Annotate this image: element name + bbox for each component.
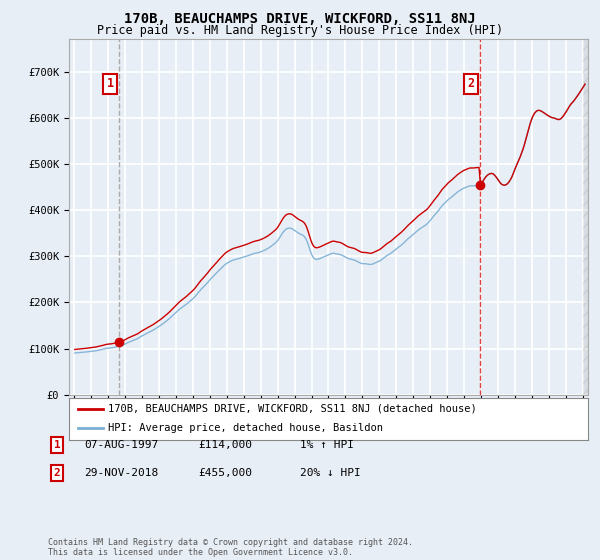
Text: 1% ↑ HPI: 1% ↑ HPI [300, 440, 354, 450]
Text: 1: 1 [107, 77, 113, 90]
Text: Price paid vs. HM Land Registry's House Price Index (HPI): Price paid vs. HM Land Registry's House … [97, 24, 503, 36]
Text: 07-AUG-1997: 07-AUG-1997 [84, 440, 158, 450]
Text: Contains HM Land Registry data © Crown copyright and database right 2024.
This d: Contains HM Land Registry data © Crown c… [48, 538, 413, 557]
Text: 170B, BEAUCHAMPS DRIVE, WICKFORD, SS11 8NJ (detached house): 170B, BEAUCHAMPS DRIVE, WICKFORD, SS11 8… [108, 404, 476, 414]
Text: 170B, BEAUCHAMPS DRIVE, WICKFORD, SS11 8NJ: 170B, BEAUCHAMPS DRIVE, WICKFORD, SS11 8… [124, 12, 476, 26]
Text: £114,000: £114,000 [198, 440, 252, 450]
Text: 20% ↓ HPI: 20% ↓ HPI [300, 468, 361, 478]
Text: 2: 2 [467, 77, 475, 90]
Bar [583, 39, 588, 395]
Text: £455,000: £455,000 [198, 468, 252, 478]
Text: 29-NOV-2018: 29-NOV-2018 [84, 468, 158, 478]
Text: 2: 2 [53, 468, 61, 478]
Text: 1: 1 [53, 440, 61, 450]
Text: HPI: Average price, detached house, Basildon: HPI: Average price, detached house, Basi… [108, 423, 383, 433]
